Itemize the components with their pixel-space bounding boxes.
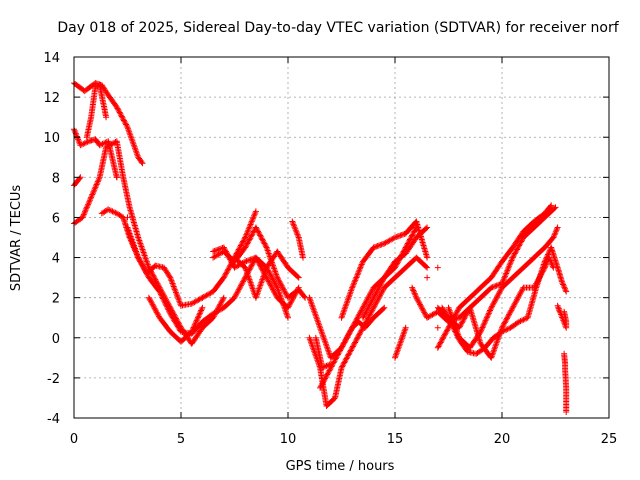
y-tick-label: 2 [52,292,60,307]
y-tick-label: 10 [43,131,60,146]
series-track-3 [71,82,309,345]
y-tick-label: 8 [52,171,60,186]
data-points [71,80,570,415]
data-marker [289,204,559,371]
series-track-11 [439,244,570,357]
chart-title: Day 018 of 2025, Sidereal Day-to-day VTE… [57,20,619,36]
y-tick-label: 14 [43,51,60,66]
y-tick-label: 6 [52,211,60,226]
x-tick-label: 5 [177,432,185,447]
grid-lines [74,57,609,418]
series-track-12 [554,302,570,415]
data-marker [359,202,555,351]
series-track-7 [289,204,559,371]
data-marker [317,254,557,391]
x-tick-label: 20 [494,432,511,447]
series-track-10 [359,202,555,351]
y-tick-label: 12 [43,91,60,106]
x-tick-label: 15 [387,432,404,447]
data-marker [439,244,570,357]
axes: 0 5 10 15 20 25 -4 -2 0 2 4 6 8 10 12 14 [43,51,617,447]
x-axis-label: GPS time / hours [286,459,395,474]
data-marker [554,302,570,415]
x-tick-label: 10 [280,432,297,447]
y-tick-label: 4 [52,252,60,267]
x-tick-label: 0 [70,432,78,447]
series-track-9 [317,254,557,391]
y-axis-label: SDTVAR / TECUs [9,185,24,292]
series-track-4 [71,138,259,347]
x-tick-label: 25 [601,432,618,447]
data-marker [199,244,441,409]
y-tick-label: -4 [47,412,60,427]
series-track-6 [199,244,441,409]
plot-frame [73,56,610,419]
data-marker [98,206,302,309]
series-track-5 [98,206,302,309]
y-tick-label: -2 [47,372,60,387]
data-marker [71,138,259,347]
data-marker [71,82,309,345]
y-tick-label: 0 [52,332,60,347]
